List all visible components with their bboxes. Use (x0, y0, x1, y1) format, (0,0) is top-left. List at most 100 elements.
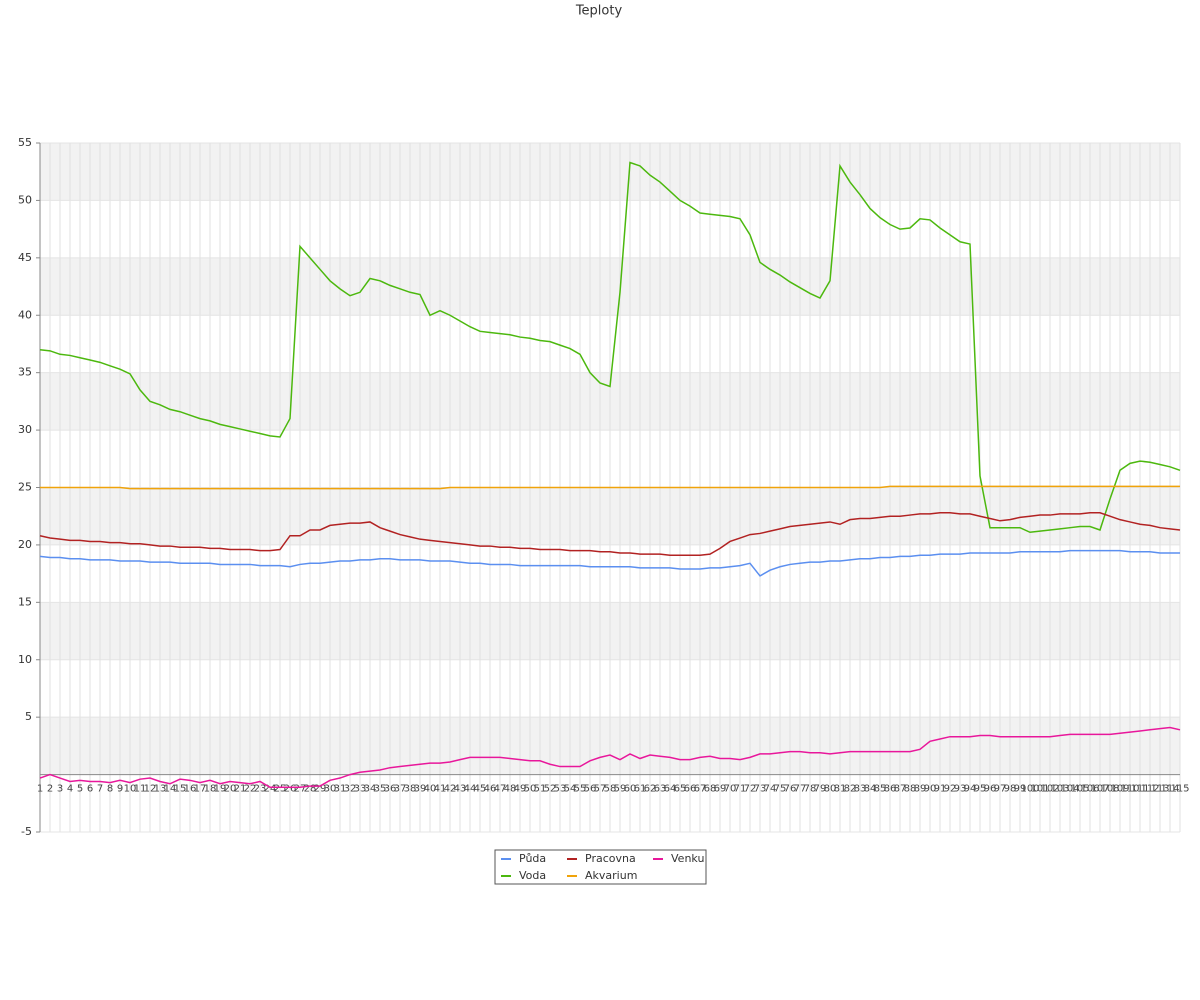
line-series (39, 161, 1181, 534)
x-tick-label: 62 (644, 784, 657, 795)
y-tick-label: 50 (18, 193, 32, 206)
x-tick-label: 73 (754, 784, 767, 795)
x-tick-label: 42 (444, 784, 457, 795)
x-tick-label: 115 (1170, 784, 1189, 795)
x-tick-label: 72 (744, 784, 757, 795)
x-tick-label: 31 (334, 784, 347, 795)
x-tick-label: 44 (464, 784, 477, 795)
x-tick-label: 23 (254, 784, 267, 795)
x-tick-label: 78 (804, 784, 817, 795)
x-tick-label: 26 (284, 784, 297, 795)
x-tick-label: 91 (934, 784, 947, 795)
x-tick-label: 49 (514, 784, 527, 795)
x-tick-label: 81 (834, 784, 847, 795)
x-tick-label: 34 (364, 784, 377, 795)
x-tick-label: 54 (564, 784, 577, 795)
chart-title: Teploty (575, 4, 623, 19)
y-tick-label: 5 (25, 710, 32, 723)
x-tick-label: 89 (914, 784, 927, 795)
x-tick-label: 101 (1030, 784, 1049, 795)
x-tick-label: 100 (1020, 784, 1039, 795)
x-tick-label: 93 (954, 784, 967, 795)
x-tick-label: 99 (1014, 784, 1027, 795)
x-tick-label: 13 (154, 784, 167, 795)
x-tick-label: 19 (214, 784, 227, 795)
legend-label: Pracovna (585, 852, 636, 865)
x-tick-label: 90 (924, 784, 937, 795)
x-tick-label: 8 (107, 784, 113, 795)
x-tick-label: 46 (484, 784, 497, 795)
x-tick-label: 77 (794, 784, 807, 795)
x-tick-label: 38 (404, 784, 417, 795)
x-tick-label: 53 (554, 784, 567, 795)
x-tick-label: 36 (384, 784, 397, 795)
x-tick-label: 25 (274, 784, 287, 795)
x-tick-label: 56 (584, 784, 597, 795)
x-tick-label: 29 (314, 784, 327, 795)
x-tick-label: 87 (894, 784, 907, 795)
x-tick-label: 9 (117, 784, 123, 795)
x-tick-label: 67 (694, 784, 707, 795)
legend-label: Voda (519, 869, 546, 882)
x-tick-label: 111 (1130, 784, 1149, 795)
x-tick-label: 83 (854, 784, 867, 795)
x-tick-label: 32 (344, 784, 357, 795)
x-tick-label: 15 (174, 784, 187, 795)
x-tick-label: 88 (904, 784, 917, 795)
x-tick-label: 57 (594, 784, 607, 795)
line-series (39, 726, 1181, 788)
legend-label: Akvarium (585, 869, 637, 882)
x-tick-label: 85 (874, 784, 887, 795)
y-tick-label: 55 (18, 136, 32, 149)
x-tick-label: 30 (324, 784, 337, 795)
x-tick-label: 51 (534, 784, 547, 795)
legend-label: Půda (519, 852, 546, 865)
x-tick-label: 61 (634, 784, 647, 795)
x-tick-label: 43 (454, 784, 467, 795)
x-tick-label: 96 (984, 784, 997, 795)
x-tick-label: 10 (124, 784, 137, 795)
y-tick-label: 40 (18, 308, 32, 321)
x-tick-label: 63 (654, 784, 667, 795)
y-tick-label: 30 (18, 423, 32, 436)
x-tick-label: 66 (684, 784, 697, 795)
x-tick-label: 24 (264, 784, 277, 795)
x-tick-label: 48 (504, 784, 517, 795)
x-tick-label: 11 (134, 784, 147, 795)
y-tick-label: 25 (18, 481, 32, 494)
x-tick-label: 33 (354, 784, 367, 795)
x-tick-label: 103 (1050, 784, 1069, 795)
x-tick-label: 110 (1120, 784, 1139, 795)
x-tick-label: 76 (784, 784, 797, 795)
x-tick-label: 27 (294, 784, 307, 795)
x-tick-label: 84 (864, 784, 877, 795)
x-tick-label: 80 (824, 784, 837, 795)
x-tick-label: 82 (844, 784, 857, 795)
x-tick-label: 113 (1150, 784, 1169, 795)
x-tick-label: 6 (87, 784, 93, 795)
y-tick-label: 10 (18, 653, 32, 666)
y-tick-label: -5 (21, 825, 32, 838)
x-tick-label: 97 (994, 784, 1007, 795)
x-tick-label: 3 (57, 784, 63, 795)
x-tick-label: 20 (224, 784, 237, 795)
x-tick-label: 92 (944, 784, 957, 795)
x-tick-label: 28 (304, 784, 317, 795)
x-tick-label: 102 (1040, 784, 1059, 795)
x-tick-label: 69 (714, 784, 727, 795)
x-tick-label: 74 (764, 784, 777, 795)
x-tick-label: 2 (47, 784, 53, 795)
x-tick-label: 86 (884, 784, 897, 795)
x-tick-label: 47 (494, 784, 507, 795)
x-tick-label: 39 (414, 784, 427, 795)
x-tick-label: 41 (434, 784, 447, 795)
x-tick-label: 45 (474, 784, 487, 795)
y-tick-label: 35 (18, 366, 32, 379)
x-tick-label: 14 (164, 784, 177, 795)
line-series (39, 549, 1180, 577)
x-tick-label: 60 (624, 784, 637, 795)
x-tick-label: 71 (734, 784, 747, 795)
x-tick-label: 18 (204, 784, 217, 795)
y-tick-label: 45 (18, 251, 32, 264)
